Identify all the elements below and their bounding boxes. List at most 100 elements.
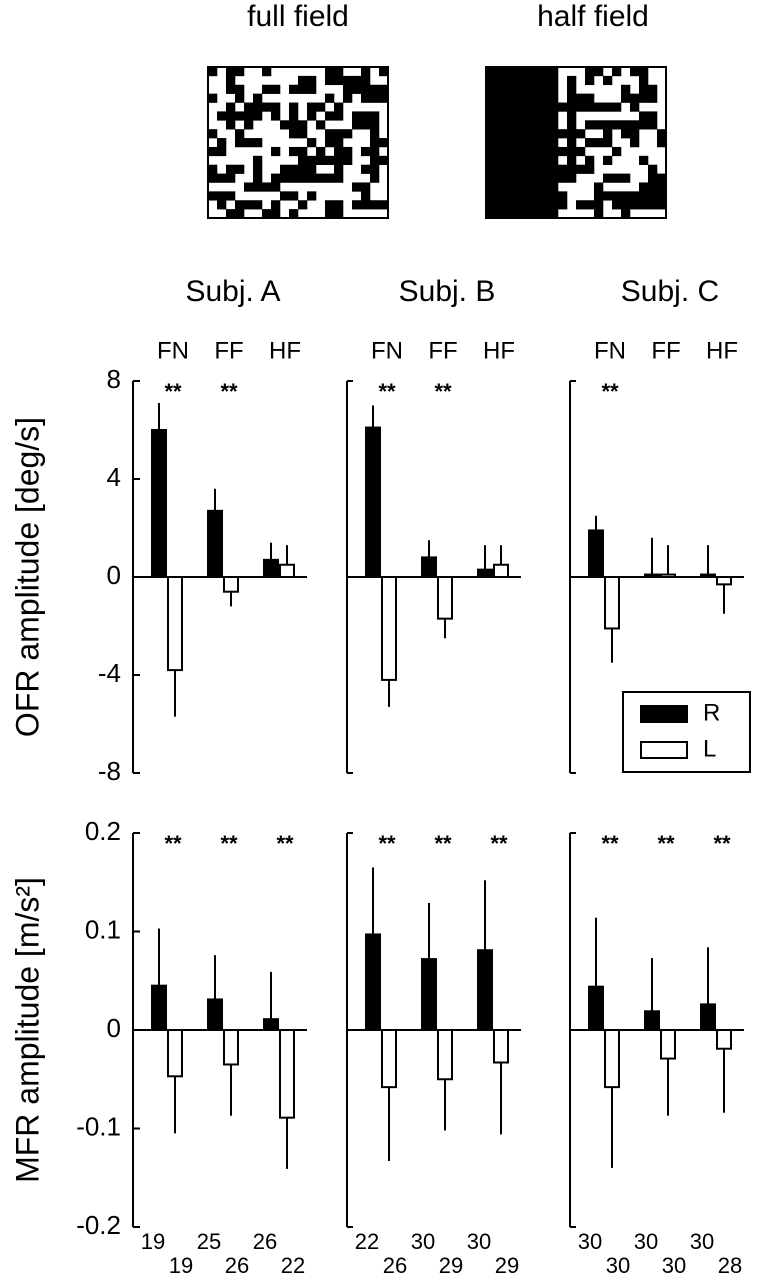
stimulus-cell bbox=[486, 67, 496, 77]
stimulus-cell bbox=[585, 102, 595, 112]
stimulus-cell bbox=[370, 200, 380, 210]
stimulus-cell bbox=[486, 120, 496, 130]
stimulus-cell bbox=[549, 93, 559, 103]
stimulus-cell bbox=[504, 209, 514, 219]
bar bbox=[660, 573, 676, 578]
stimulus-cell bbox=[307, 138, 317, 148]
stimulus-cell bbox=[271, 173, 281, 183]
stimulus-cell bbox=[504, 129, 514, 139]
significance: ** bbox=[164, 379, 182, 404]
stimulus-cell bbox=[522, 164, 532, 174]
stimulus-cell bbox=[370, 173, 380, 183]
stimulus-cell bbox=[585, 200, 595, 210]
stimulus-cell bbox=[244, 200, 254, 210]
stimulus-cell bbox=[253, 155, 263, 166]
stimulus-cell bbox=[325, 173, 335, 183]
stimulus-cell bbox=[585, 93, 595, 103]
stimulus-cell bbox=[307, 75, 317, 86]
stimulus-cell bbox=[648, 120, 658, 130]
stimulus-cell bbox=[522, 200, 532, 210]
stimulus-cell bbox=[325, 138, 335, 148]
stimulus-cell bbox=[540, 182, 550, 192]
stimulus-cell bbox=[298, 200, 308, 210]
stimulus-cell bbox=[235, 67, 245, 77]
bar bbox=[365, 933, 381, 1032]
stimulus-cell bbox=[531, 155, 541, 166]
stimulus-cell bbox=[486, 182, 496, 192]
stimulus-cell bbox=[334, 164, 344, 174]
bar bbox=[207, 509, 223, 579]
stimulus-cell bbox=[585, 75, 595, 86]
stimulus-cell bbox=[513, 93, 523, 103]
stimulus-cell bbox=[379, 67, 389, 77]
stimulus-cell bbox=[549, 155, 559, 166]
stimulus-cell bbox=[226, 67, 236, 77]
stimulus-cell bbox=[639, 191, 649, 201]
stimulus-cell bbox=[334, 200, 344, 210]
y-axis-label: MFR amplitude [m/s²] bbox=[9, 877, 45, 1183]
stimulus-cell bbox=[379, 93, 389, 103]
bar bbox=[660, 1029, 676, 1060]
stimulus-cell bbox=[612, 67, 622, 77]
stimulus-cell bbox=[495, 146, 505, 157]
stimulus-cell bbox=[531, 138, 541, 148]
stimulus-cell bbox=[271, 102, 281, 112]
stimulus-cell bbox=[298, 75, 308, 86]
stimulus-cell bbox=[307, 191, 317, 201]
stimulus-cell bbox=[648, 164, 658, 174]
stimulus-cell bbox=[504, 146, 514, 157]
stimulus-cell bbox=[585, 138, 595, 148]
stimulus-cell bbox=[280, 191, 290, 201]
stimulus-cell bbox=[531, 129, 541, 139]
stimulus-cell bbox=[630, 102, 640, 112]
stimulus-cell bbox=[540, 93, 550, 103]
stimulus-cell bbox=[361, 67, 371, 77]
stimulus-cell bbox=[271, 200, 281, 210]
stimulus-cell bbox=[244, 138, 254, 148]
stimulus-cell bbox=[594, 182, 604, 192]
stimulus-cell bbox=[486, 75, 496, 86]
stimulus-cell bbox=[504, 164, 514, 174]
stimulus-cell bbox=[540, 173, 550, 183]
x-tick-label: HF bbox=[706, 337, 738, 364]
stimulus-cell bbox=[630, 67, 640, 77]
stimulus-cell bbox=[513, 209, 523, 219]
stimulus-cell bbox=[486, 164, 496, 174]
stimulus-cell bbox=[639, 84, 649, 94]
stimulus-cell bbox=[522, 209, 532, 219]
stimulus-cell bbox=[657, 182, 667, 192]
stimulus-cell bbox=[343, 155, 353, 166]
bar bbox=[493, 563, 509, 578]
stimulus-cell bbox=[531, 173, 541, 183]
stimulus-cell bbox=[639, 182, 649, 192]
stimulus-cell bbox=[513, 120, 523, 130]
stimulus-cell bbox=[370, 146, 380, 157]
legend-label: R bbox=[703, 699, 720, 726]
stimulus-cell bbox=[612, 102, 622, 112]
stimulus-cell bbox=[495, 67, 505, 77]
stimulus-cell bbox=[531, 164, 541, 174]
stimulus-cell bbox=[504, 120, 514, 130]
bar bbox=[604, 576, 620, 630]
stimulus-cell bbox=[235, 93, 245, 103]
stimulus-cell bbox=[513, 182, 523, 192]
stimulus-cell bbox=[271, 182, 281, 192]
stimulus-cell bbox=[594, 209, 604, 219]
bar bbox=[263, 558, 279, 578]
chart-title: Subj. A bbox=[185, 275, 280, 308]
n-label: 26 bbox=[225, 1253, 249, 1278]
stimulus-cell bbox=[486, 111, 496, 121]
stimulus-cell bbox=[531, 93, 541, 103]
stimulus-cell bbox=[657, 138, 667, 148]
stimulus-cell bbox=[549, 111, 559, 121]
stimulus-cell bbox=[298, 173, 308, 183]
stimulus-cell bbox=[513, 67, 523, 77]
stimulus-cell bbox=[621, 173, 631, 183]
bar bbox=[493, 1029, 509, 1064]
stimulus-cell bbox=[540, 120, 550, 130]
stimulus-cell bbox=[325, 129, 335, 139]
stimulus-cell bbox=[549, 129, 559, 139]
stimulus-cell bbox=[549, 120, 559, 130]
stimulus-cell bbox=[325, 93, 335, 103]
significance: ** bbox=[713, 831, 731, 856]
